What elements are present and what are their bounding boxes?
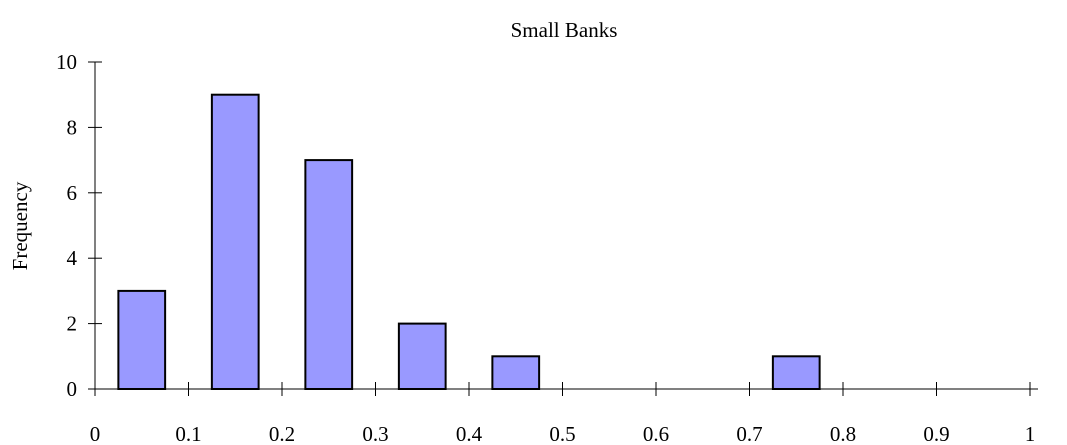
y-tick-label: 4 (67, 246, 78, 270)
y-tick-label: 0 (67, 377, 78, 401)
bars-group (117, 93, 821, 391)
x-tick-label: 0.6 (643, 422, 669, 445)
x-tick-label: 0 (90, 422, 101, 445)
x-tick-label: 1 (1025, 422, 1036, 445)
chart-title: Small Banks (511, 18, 618, 42)
x-tick-label: 0.4 (456, 422, 483, 445)
x-tick-label: 0.2 (269, 422, 295, 445)
histogram-bar (210, 93, 260, 390)
x-tick-label: 0.8 (830, 422, 856, 445)
histogram-bar (771, 355, 821, 390)
y-tick-label: 10 (56, 50, 77, 74)
histogram-bar (304, 159, 354, 390)
histogram-bar (491, 355, 541, 390)
histogram-bar (117, 289, 167, 390)
axes: 0 2 4 6 8 10 0 0.1 0.2 0.3 0.4 0.5 0.6 0.7 0.8 0.9 1 (56, 50, 1038, 445)
x-tick-label: 0.3 (362, 422, 388, 445)
x-tick-label: 0.1 (175, 422, 201, 445)
y-tick-label: 2 (67, 312, 78, 336)
y-tick-label: 8 (67, 115, 78, 139)
x-tick-label: 0.9 (923, 422, 949, 445)
histogram-bar (397, 322, 447, 391)
y-axis-label: Frequency (8, 181, 32, 270)
x-tick-label: 0.7 (736, 422, 762, 445)
x-tick-label: 0.5 (549, 422, 575, 445)
y-tick-label: 6 (67, 181, 78, 205)
